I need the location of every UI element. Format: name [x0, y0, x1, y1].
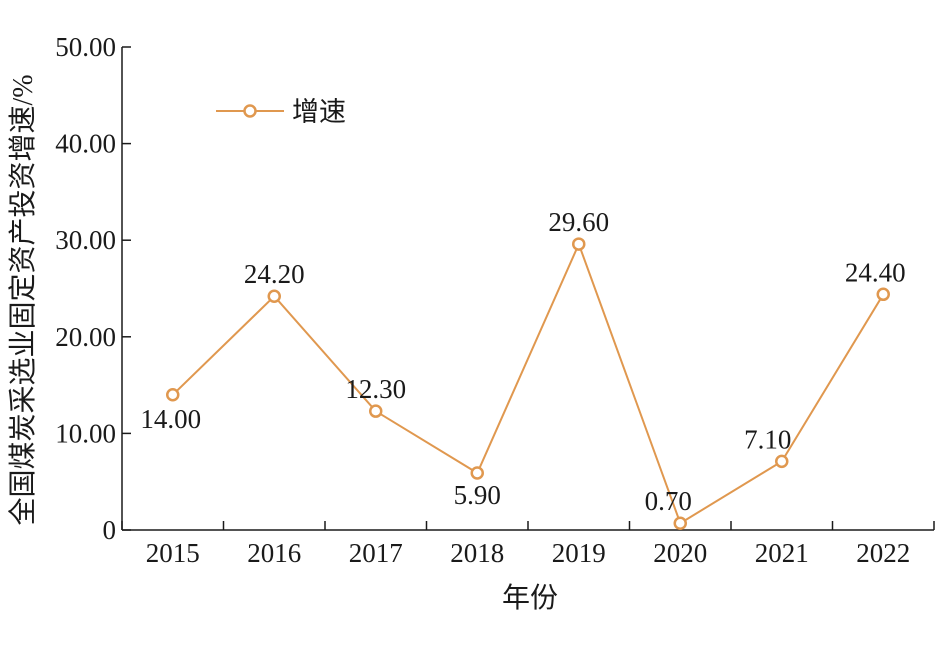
- data-label: 5.90: [454, 480, 501, 510]
- data-label: 24.40: [845, 257, 906, 287]
- x-tick-label: 2017: [349, 538, 403, 568]
- y-tick-label: 20.00: [55, 322, 116, 352]
- data-point: [369, 404, 383, 418]
- data-label: 14.00: [140, 404, 201, 434]
- y-tick-label: 0: [103, 515, 117, 545]
- series-line-group: [166, 237, 890, 530]
- legend-label: 增速: [292, 97, 346, 127]
- x-tick-label: 2021: [755, 538, 809, 568]
- data-labels: 14.00 24.20 12.30 5.90 29.60 0.70 7.10 24.40: [140, 207, 905, 516]
- y-tick-label: 10.00: [55, 418, 116, 448]
- y-tick-label: 40.00: [55, 129, 116, 159]
- series-line: [172, 241, 885, 525]
- data-label: 24.20: [244, 259, 305, 289]
- data-point: [572, 237, 586, 251]
- x-tick-label: 2016: [247, 538, 301, 568]
- x-axis-ticks: 2015 2016 2017 2018 2019 2020 2021 2022: [121, 521, 935, 568]
- data-point: [267, 289, 281, 303]
- x-axis-title: 年份: [502, 582, 558, 614]
- data-point: [470, 466, 484, 480]
- x-tick-label: 2018: [450, 538, 504, 568]
- data-label: 7.10: [744, 424, 791, 454]
- data-label: 0.70: [645, 486, 692, 516]
- y-axis-ticks: 0 10.00 20.00 30.00 40.00 50.00: [55, 32, 131, 545]
- x-tick-label: 2020: [653, 538, 707, 568]
- y-tick-label: 30.00: [55, 225, 116, 255]
- data-label: 29.60: [548, 207, 609, 237]
- data-point: [166, 388, 180, 402]
- data-label: 12.30: [345, 374, 406, 404]
- x-tick-label: 2015: [146, 538, 200, 568]
- data-point: [775, 454, 789, 469]
- x-tick-label: 2019: [552, 538, 606, 568]
- data-point: [876, 287, 890, 302]
- data-point: [673, 516, 687, 530]
- y-axis-title: 全国煤炭采选业固定资产投资增速/%: [7, 74, 39, 525]
- y-tick-label: 50.00: [55, 32, 116, 62]
- legend: 增速: [216, 97, 346, 127]
- x-tick-label: 2022: [856, 538, 910, 568]
- legend-marker: [243, 104, 257, 118]
